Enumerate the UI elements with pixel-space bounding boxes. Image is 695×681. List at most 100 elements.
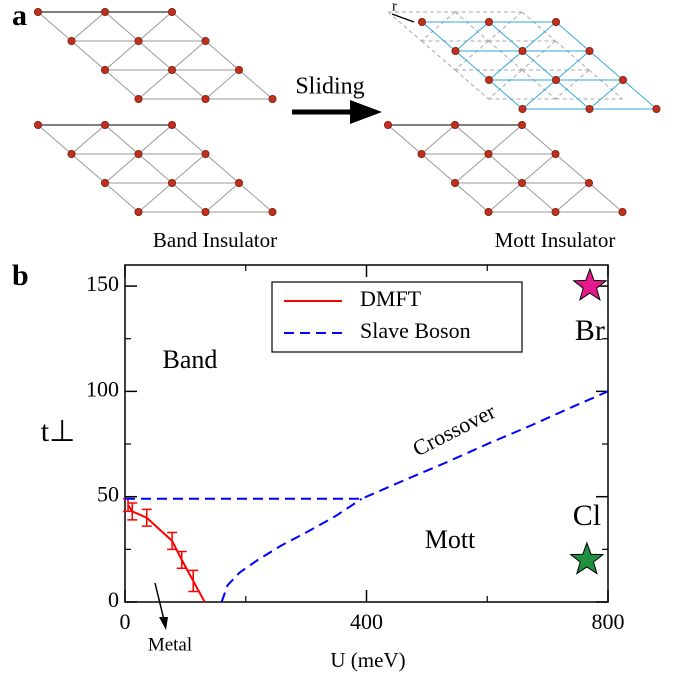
bond xyxy=(522,21,557,52)
bond xyxy=(521,182,556,213)
atom xyxy=(451,47,460,56)
x-axis-label: U (meV) xyxy=(330,648,405,672)
atom xyxy=(450,121,459,130)
bond xyxy=(421,153,456,184)
bond xyxy=(104,69,139,100)
legend-box xyxy=(271,281,523,353)
x-tick-label: 400 xyxy=(350,609,383,634)
atom xyxy=(484,17,493,26)
y-axis-label: t⊥ xyxy=(41,415,75,448)
atom xyxy=(201,95,210,104)
bond xyxy=(555,153,590,184)
bond xyxy=(138,182,173,213)
atom xyxy=(618,207,627,216)
atom xyxy=(552,17,561,26)
atom xyxy=(652,105,661,114)
bond xyxy=(454,182,489,213)
atom xyxy=(101,7,110,16)
bond xyxy=(104,182,139,213)
legend-label: Slave Boson xyxy=(360,318,471,343)
bond xyxy=(104,11,139,42)
star-point xyxy=(569,541,605,575)
atom xyxy=(268,95,277,104)
bond xyxy=(238,69,273,100)
atom xyxy=(201,37,210,46)
arrow-label: Sliding xyxy=(295,74,364,100)
atom xyxy=(383,121,392,130)
atom xyxy=(134,149,143,158)
legend-label: DMFT xyxy=(360,286,422,311)
atom xyxy=(67,37,76,46)
atom xyxy=(134,95,143,104)
x-tick-label: 800 xyxy=(592,609,625,634)
bond xyxy=(421,21,456,52)
bond xyxy=(455,21,490,52)
bond xyxy=(205,69,240,100)
error-bar xyxy=(141,508,152,527)
bond xyxy=(488,40,523,71)
bond xyxy=(138,40,173,71)
atom xyxy=(417,149,426,158)
atom xyxy=(518,47,527,56)
bond xyxy=(421,11,456,42)
bond xyxy=(138,11,173,42)
atom xyxy=(484,149,493,158)
panel-label: b xyxy=(12,259,29,292)
bond xyxy=(555,50,590,81)
point-label: Br xyxy=(575,314,605,347)
atom xyxy=(34,121,43,130)
atom xyxy=(551,207,560,216)
bond xyxy=(589,50,624,81)
x-tick-label: 0 xyxy=(120,609,131,634)
atom xyxy=(585,105,594,114)
bond xyxy=(622,79,657,110)
atom xyxy=(134,207,143,216)
bond xyxy=(421,40,456,71)
bond xyxy=(37,11,72,42)
series-line xyxy=(125,390,609,500)
bond xyxy=(387,124,422,155)
caption: Mott Insulator xyxy=(495,228,616,252)
bond xyxy=(205,40,240,71)
bond xyxy=(205,182,240,213)
bond xyxy=(171,11,206,42)
panel-label: a xyxy=(12,0,27,32)
atom xyxy=(101,66,110,75)
bond xyxy=(488,79,523,110)
bond xyxy=(171,69,206,100)
bond xyxy=(555,21,590,52)
region-label: Mott xyxy=(425,525,476,554)
bond xyxy=(71,11,106,42)
bond xyxy=(454,153,489,184)
error-bar xyxy=(188,569,199,593)
point-label: Cl xyxy=(573,499,601,532)
bond xyxy=(421,124,456,155)
atom xyxy=(552,76,561,85)
bond xyxy=(238,182,273,213)
atom xyxy=(585,178,594,187)
bond xyxy=(555,69,590,100)
bond xyxy=(71,153,106,184)
annotation: Metal xyxy=(148,634,192,655)
bond xyxy=(589,79,624,110)
bond xyxy=(171,182,206,213)
bond xyxy=(138,153,173,184)
atom xyxy=(585,47,594,56)
bond xyxy=(37,124,72,155)
bond xyxy=(555,182,590,213)
y-tick-label: 100 xyxy=(86,376,119,401)
bond xyxy=(71,40,106,71)
star-point xyxy=(572,267,608,301)
error-bar xyxy=(176,550,187,570)
atom xyxy=(417,17,426,26)
series-line xyxy=(220,497,363,603)
bond xyxy=(521,11,556,42)
bond xyxy=(454,69,489,100)
shift-arrow xyxy=(391,13,415,23)
bond xyxy=(555,79,590,110)
atom xyxy=(268,207,277,216)
y-tick-label: 0 xyxy=(108,587,119,612)
bond xyxy=(521,40,556,71)
bond xyxy=(104,40,139,71)
